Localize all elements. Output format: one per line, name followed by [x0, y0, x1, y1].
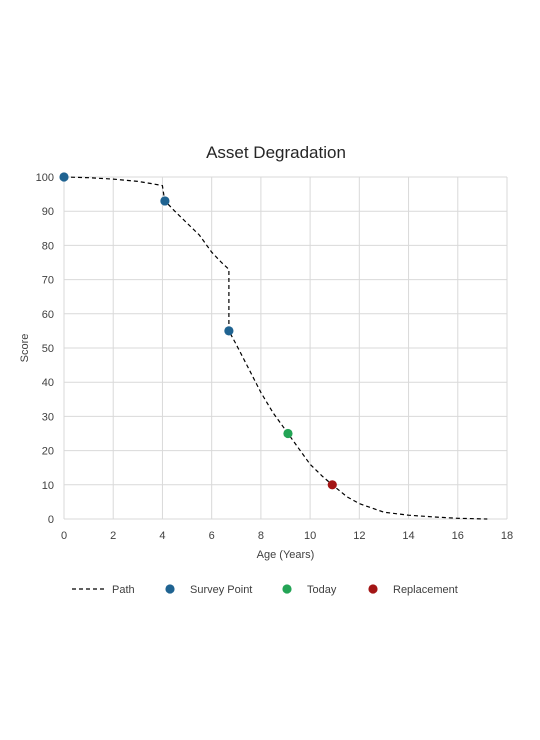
y-tick-label: 40: [42, 377, 54, 389]
y-tick-label: 0: [48, 514, 54, 526]
legend-replacement-swatch: [368, 584, 378, 594]
x-tick-label: 4: [159, 530, 165, 542]
legend-today-swatch: [282, 584, 292, 594]
legend-replacement-label: Replacement: [393, 584, 458, 596]
gridlines: [63, 176, 508, 520]
x-tick-label: 16: [452, 530, 464, 542]
survey-point-marker: [224, 326, 234, 336]
x-tick-label: 8: [258, 530, 264, 542]
survey-point-marker: [160, 196, 170, 206]
y-tick-label: 50: [42, 343, 54, 355]
x-tick-label: 14: [402, 530, 414, 542]
y-tick-label: 100: [36, 172, 54, 184]
y-tick-label: 60: [42, 309, 54, 321]
survey-point-marker: [59, 172, 69, 182]
path-series-line: [63, 176, 488, 520]
y-tick-label: 30: [42, 411, 54, 423]
y-tick-label: 10: [42, 480, 54, 492]
y-tick-label: 20: [42, 446, 54, 458]
legend-today-label: Today: [307, 584, 337, 596]
x-axis-ticks: 0 2 4 6 8 10 12 14 16 18: [61, 530, 513, 542]
x-tick-label: 2: [110, 530, 116, 542]
legend-survey-point-swatch: [165, 584, 175, 594]
x-tick-label: 10: [304, 530, 316, 542]
chart-title: Asset Degradation: [206, 143, 346, 162]
x-tick-label: 0: [61, 530, 67, 542]
replacement-marker: [327, 480, 337, 490]
y-axis-label: Score: [19, 334, 31, 363]
y-tick-label: 90: [42, 206, 54, 218]
y-axis-ticks: 0 10 20 30 40 50 60 70 80 90 100: [36, 172, 54, 526]
today-marker: [283, 428, 293, 439]
x-tick-label: 18: [501, 530, 513, 542]
legend-path-label: Path: [112, 584, 135, 596]
x-tick-label: 12: [353, 530, 365, 542]
y-tick-label: 70: [42, 275, 54, 287]
legend: Path Survey Point Today Replacement: [72, 584, 458, 596]
y-tick-label: 80: [42, 240, 54, 252]
x-axis-label: Age (Years): [257, 549, 315, 561]
plot-series: [59, 172, 488, 520]
legend-survey-point-label: Survey Point: [190, 584, 252, 596]
x-tick-label: 6: [209, 530, 215, 542]
